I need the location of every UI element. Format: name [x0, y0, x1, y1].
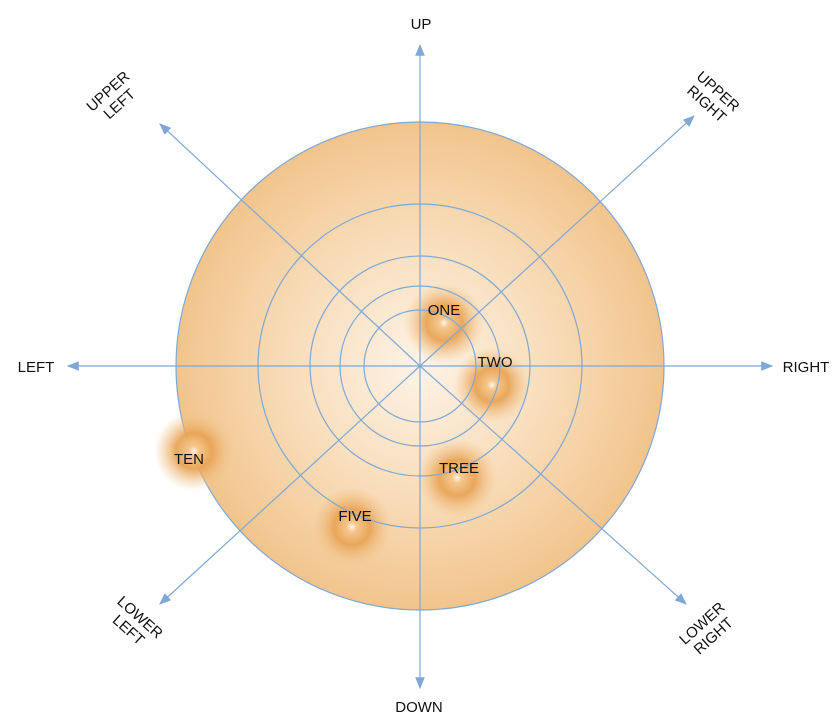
blob-label-tree: TREE: [439, 460, 479, 477]
direction-label-lower-right: LOWER RIGHT: [676, 599, 737, 658]
blob-label-five: FIVE: [338, 508, 371, 525]
direction-label-lower-left: LOWER LEFT: [109, 593, 166, 649]
axis-upper-right: [419, 115, 695, 367]
axis-upper-left: [159, 123, 421, 367]
blob-five: [312, 487, 392, 567]
blob-label-one: ONE: [428, 302, 461, 319]
direction-label-left: LEFT: [18, 359, 55, 376]
direction-label-up: UP: [411, 16, 432, 33]
direction-label-upper-left: UPPER LEFT: [83, 68, 139, 123]
direction-label-right: RIGHT: [783, 359, 830, 376]
blob-one: [404, 283, 484, 363]
blob-ten: [154, 411, 234, 491]
axis-lower-right: [419, 365, 687, 605]
axis-lower-left: [159, 365, 421, 605]
blob-tree: [417, 438, 497, 518]
blob-label-two: TWO: [478, 354, 513, 371]
direction-label-down: DOWN: [395, 699, 443, 716]
blob-label-ten: TEN: [174, 451, 204, 468]
